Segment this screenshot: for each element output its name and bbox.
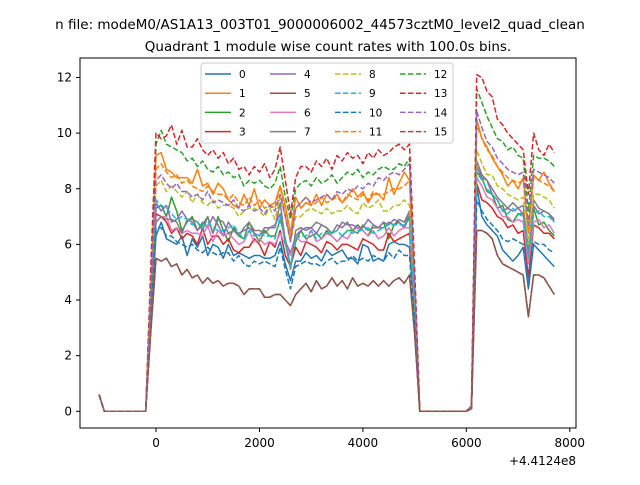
series-1-line bbox=[98, 118, 555, 413]
legend-label-10: 10 bbox=[369, 107, 382, 119]
series-0-line bbox=[98, 185, 555, 413]
legend-frame bbox=[200, 62, 454, 144]
x-tick-label: 4000 bbox=[348, 436, 379, 450]
series-lines-group bbox=[98, 73, 555, 413]
series-13-line bbox=[98, 73, 555, 413]
y-tick-label: 12 bbox=[57, 70, 72, 84]
series-10-line bbox=[98, 199, 555, 413]
legend-label-8: 8 bbox=[369, 69, 376, 81]
legend-label-0: 0 bbox=[239, 69, 246, 81]
series-12-line bbox=[98, 87, 555, 413]
y-tick-label: 4 bbox=[64, 293, 72, 307]
legend-label-7: 7 bbox=[304, 127, 311, 139]
series-8-line bbox=[98, 149, 555, 413]
legend-label-2: 2 bbox=[239, 107, 246, 119]
legend-label-14: 14 bbox=[434, 107, 448, 119]
y-tick-label: 2 bbox=[64, 349, 72, 363]
x-tick-label: 6000 bbox=[451, 436, 482, 450]
legend-label-1: 1 bbox=[239, 88, 246, 100]
legend-label-3: 3 bbox=[239, 127, 246, 139]
series-14-line bbox=[98, 110, 555, 413]
chart-title: Quadrant 1 module wise count rates with … bbox=[145, 39, 511, 55]
series-9-line bbox=[98, 171, 555, 413]
series-5-line bbox=[98, 229, 555, 413]
series-2-line bbox=[98, 171, 555, 413]
series-3-line bbox=[98, 182, 555, 413]
y-tick-label: 0 bbox=[64, 404, 72, 418]
series-7-line bbox=[98, 160, 555, 413]
plot-area-frame bbox=[79, 57, 577, 429]
x-tick-label: 2000 bbox=[244, 436, 275, 450]
x-tick-label: 0 bbox=[152, 436, 160, 450]
legend-label-5: 5 bbox=[304, 88, 311, 100]
y-tick-label: 6 bbox=[64, 237, 72, 251]
series-15-line bbox=[98, 229, 555, 413]
y-tick-label: 10 bbox=[57, 126, 72, 140]
figure-suptitle: n file: modeM0/AS1A13_003T01_9000006002_… bbox=[55, 17, 585, 33]
x-tick-label: 8000 bbox=[555, 436, 586, 450]
legend-label-6: 6 bbox=[304, 107, 311, 119]
legend-label-15: 15 bbox=[434, 127, 447, 139]
legend-label-13: 13 bbox=[434, 88, 447, 100]
legend-label-4: 4 bbox=[304, 69, 311, 81]
y-tick-label: 8 bbox=[64, 182, 72, 196]
legend-label-9: 9 bbox=[369, 88, 376, 100]
legend-label-12: 12 bbox=[434, 69, 447, 81]
legend-label-11: 11 bbox=[369, 127, 382, 139]
x-offset-label: +4.4124e8 bbox=[509, 454, 576, 468]
series-11-line bbox=[98, 124, 555, 413]
